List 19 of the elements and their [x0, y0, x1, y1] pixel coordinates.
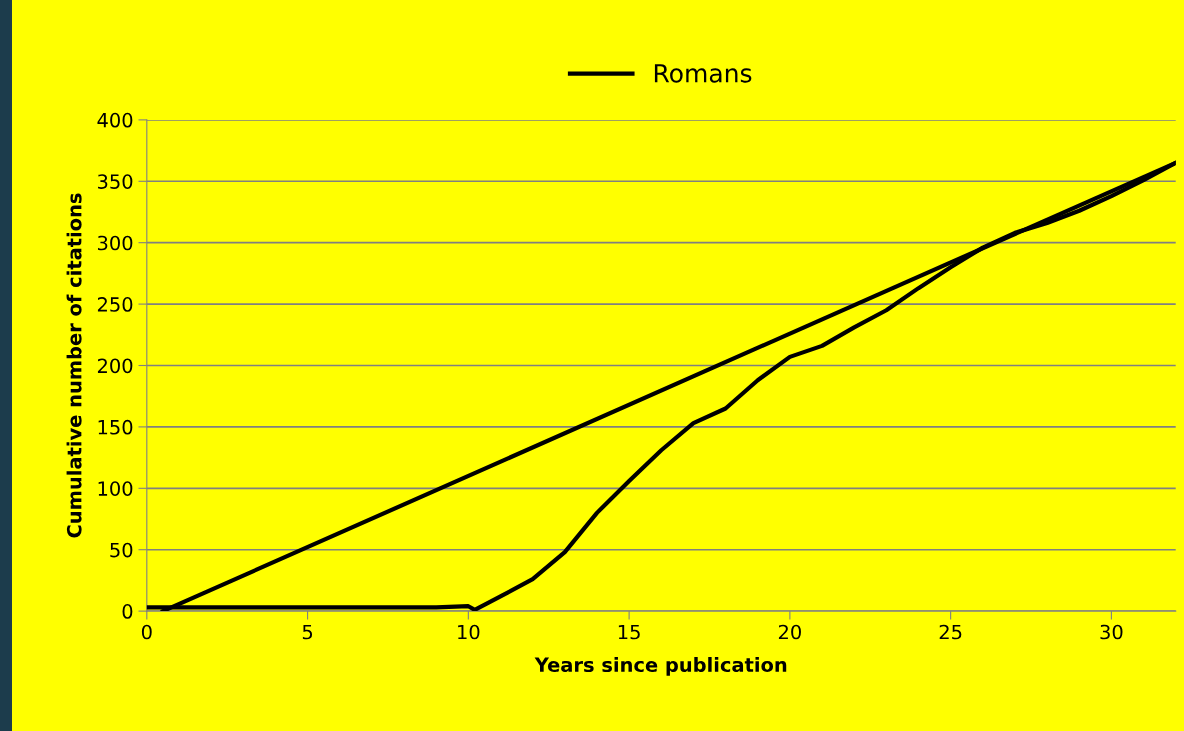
y-tick-label: 200 [97, 358, 133, 374]
y-axis-title: Cumulative number of citations [66, 193, 82, 538]
x-tick-label: 20 [778, 624, 801, 640]
x-axis-title: Years since publication [534, 657, 787, 676]
y-tick-label: 50 [110, 542, 133, 558]
y-tick-label: 250 [97, 297, 133, 312]
x-tick-label: 10 [458, 624, 480, 640]
x-tick-label: 25 [939, 624, 962, 640]
x-tick-label: 30 [1100, 624, 1123, 640]
y-tick-label: 150 [98, 419, 133, 435]
y-tick-label: 0 [122, 604, 133, 619]
x-tick-label: 15 [618, 624, 640, 640]
legend-label: Romans [654, 64, 752, 83]
y-tick-label: 400 [97, 112, 133, 128]
x-tick-label: 5 [302, 624, 313, 640]
x-tick-label: 0 [141, 624, 152, 640]
y-tick-label: 350 [97, 174, 133, 189]
y-tick-label: 100 [98, 481, 133, 496]
y-tick-label: 300 [97, 235, 133, 251]
